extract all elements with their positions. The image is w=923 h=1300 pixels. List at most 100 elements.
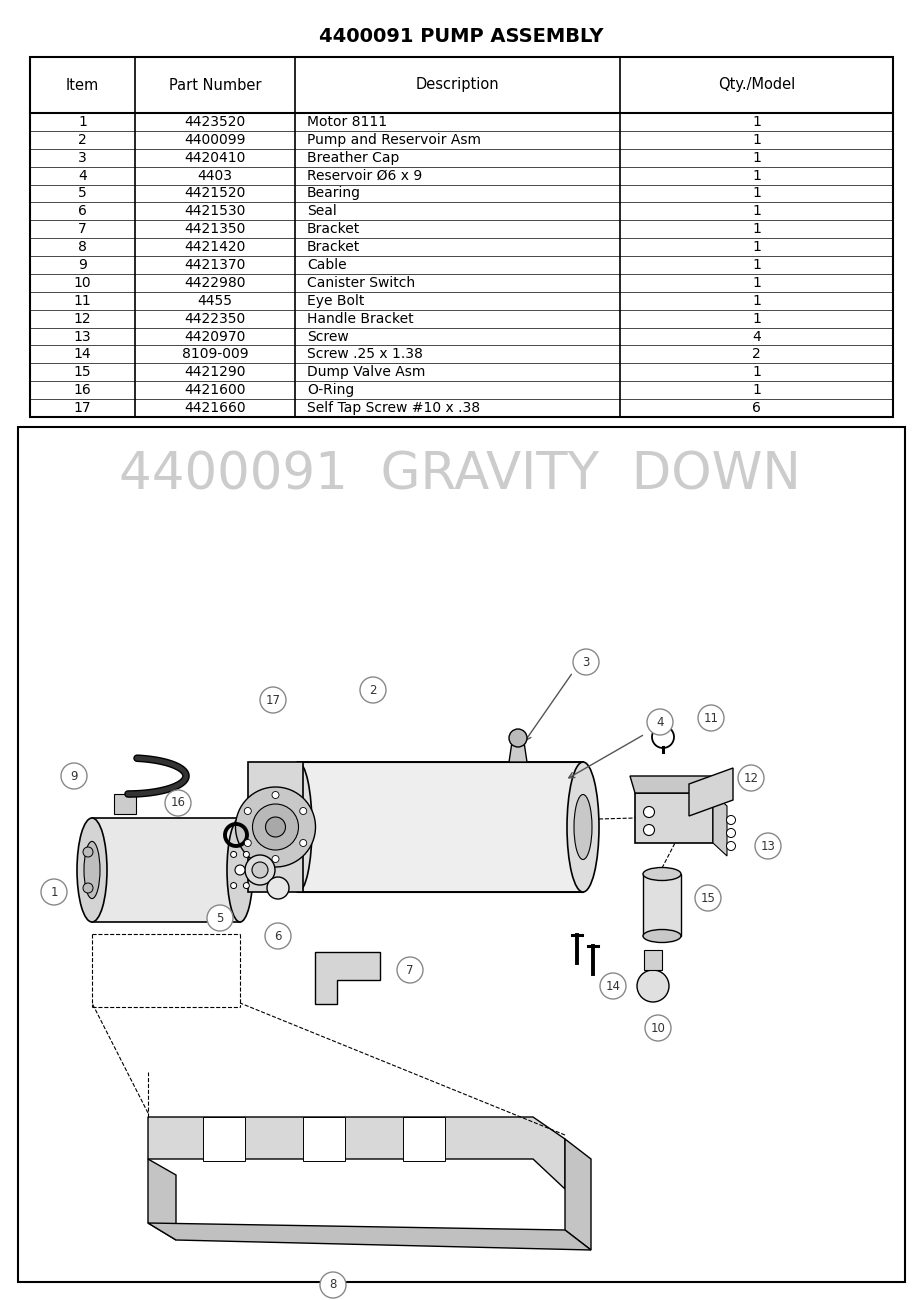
Text: 6: 6 bbox=[274, 930, 282, 942]
Text: 1: 1 bbox=[752, 151, 761, 165]
Circle shape bbox=[41, 879, 67, 905]
Text: 10: 10 bbox=[651, 1022, 665, 1035]
Circle shape bbox=[755, 833, 781, 859]
Text: Bracket: Bracket bbox=[307, 222, 360, 237]
Text: 11: 11 bbox=[74, 294, 91, 308]
Circle shape bbox=[320, 1271, 346, 1297]
Text: Breather Cap: Breather Cap bbox=[307, 151, 400, 165]
Text: 7: 7 bbox=[406, 963, 414, 976]
Circle shape bbox=[165, 790, 191, 816]
Text: Pump and Reservoir Asm: Pump and Reservoir Asm bbox=[307, 133, 481, 147]
Polygon shape bbox=[643, 874, 681, 936]
Circle shape bbox=[360, 677, 386, 703]
Text: 7: 7 bbox=[78, 222, 87, 237]
Polygon shape bbox=[644, 950, 662, 970]
Text: 4423520: 4423520 bbox=[185, 114, 246, 129]
Text: 4400099: 4400099 bbox=[185, 133, 246, 147]
Text: Bearing: Bearing bbox=[307, 186, 361, 200]
Ellipse shape bbox=[567, 762, 599, 892]
Text: 2: 2 bbox=[369, 684, 377, 697]
Circle shape bbox=[738, 764, 764, 790]
Text: 15: 15 bbox=[701, 892, 715, 905]
Ellipse shape bbox=[643, 867, 681, 880]
Text: 5: 5 bbox=[216, 911, 223, 924]
Bar bbox=[303, 1117, 345, 1161]
Circle shape bbox=[647, 708, 673, 734]
Text: 14: 14 bbox=[605, 979, 620, 992]
Ellipse shape bbox=[643, 930, 681, 942]
Text: 2: 2 bbox=[78, 133, 87, 147]
Polygon shape bbox=[509, 742, 527, 762]
Text: 12: 12 bbox=[74, 312, 91, 325]
Ellipse shape bbox=[77, 818, 107, 922]
Text: 4: 4 bbox=[656, 715, 664, 728]
Text: Item: Item bbox=[66, 78, 99, 92]
Text: 4420410: 4420410 bbox=[185, 151, 246, 165]
Circle shape bbox=[235, 786, 316, 867]
Circle shape bbox=[695, 885, 721, 911]
Text: 6: 6 bbox=[752, 402, 761, 415]
Text: Bracket: Bracket bbox=[307, 240, 360, 254]
Text: 1: 1 bbox=[752, 312, 761, 325]
Text: 9: 9 bbox=[70, 770, 78, 783]
Text: 10: 10 bbox=[74, 276, 91, 290]
Polygon shape bbox=[565, 1139, 591, 1251]
Circle shape bbox=[272, 855, 279, 862]
Text: Canister Switch: Canister Switch bbox=[307, 276, 415, 290]
Text: 4421520: 4421520 bbox=[185, 186, 246, 200]
Text: 2: 2 bbox=[752, 347, 761, 361]
Circle shape bbox=[245, 855, 275, 885]
Text: 4421600: 4421600 bbox=[185, 384, 246, 398]
Text: 4: 4 bbox=[78, 169, 87, 182]
Text: Qty./Model: Qty./Model bbox=[718, 78, 795, 92]
Text: 1: 1 bbox=[752, 365, 761, 380]
Circle shape bbox=[245, 807, 251, 815]
Circle shape bbox=[244, 883, 249, 889]
Circle shape bbox=[509, 729, 527, 747]
Text: Screw: Screw bbox=[307, 329, 349, 343]
Bar bbox=[30, 57, 893, 417]
Polygon shape bbox=[689, 768, 733, 816]
Text: 11: 11 bbox=[703, 711, 718, 724]
Polygon shape bbox=[248, 762, 303, 892]
Bar bbox=[18, 426, 905, 1282]
Text: O-Ring: O-Ring bbox=[307, 384, 354, 398]
Circle shape bbox=[272, 792, 279, 798]
Circle shape bbox=[726, 828, 736, 837]
Polygon shape bbox=[148, 1117, 565, 1190]
Polygon shape bbox=[114, 794, 136, 814]
Text: 17: 17 bbox=[74, 402, 91, 415]
Ellipse shape bbox=[84, 841, 100, 898]
Text: 1: 1 bbox=[752, 133, 761, 147]
Ellipse shape bbox=[227, 818, 253, 922]
Circle shape bbox=[643, 806, 654, 818]
Text: 1: 1 bbox=[752, 186, 761, 200]
Text: 4421530: 4421530 bbox=[185, 204, 246, 218]
Circle shape bbox=[397, 957, 423, 983]
Text: 4420970: 4420970 bbox=[185, 329, 246, 343]
Circle shape bbox=[260, 686, 286, 712]
Polygon shape bbox=[298, 762, 583, 892]
Bar bbox=[403, 1117, 445, 1161]
Ellipse shape bbox=[574, 794, 592, 859]
Text: 1: 1 bbox=[752, 114, 761, 129]
Text: 9: 9 bbox=[78, 257, 87, 272]
Text: 1: 1 bbox=[752, 294, 761, 308]
Text: 14: 14 bbox=[74, 347, 91, 361]
Polygon shape bbox=[148, 1223, 591, 1251]
Text: 4421290: 4421290 bbox=[185, 365, 246, 380]
Circle shape bbox=[231, 852, 236, 858]
Text: Part Number: Part Number bbox=[169, 78, 261, 92]
Text: 3: 3 bbox=[78, 151, 87, 165]
Circle shape bbox=[643, 824, 654, 836]
Text: 17: 17 bbox=[266, 693, 281, 706]
Circle shape bbox=[645, 1015, 671, 1041]
Circle shape bbox=[61, 763, 87, 789]
Circle shape bbox=[231, 883, 236, 889]
Circle shape bbox=[207, 905, 233, 931]
Text: Screw .25 x 1.38: Screw .25 x 1.38 bbox=[307, 347, 423, 361]
Text: Reservoir Ø6 x 9: Reservoir Ø6 x 9 bbox=[307, 169, 422, 182]
Text: 4421350: 4421350 bbox=[185, 222, 246, 237]
Circle shape bbox=[726, 841, 736, 850]
Polygon shape bbox=[635, 793, 713, 842]
